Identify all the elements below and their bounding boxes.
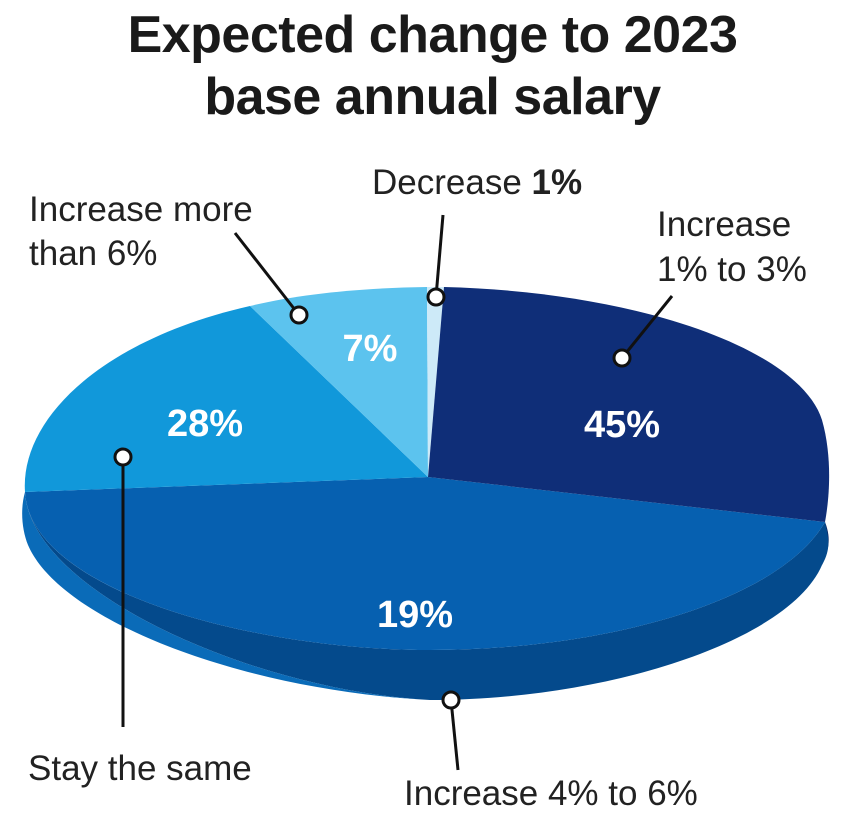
leader-dot-increase-more-6 [289, 305, 309, 325]
pie-slice-increase-1-3 [428, 287, 830, 522]
slice-value-increase-4-6: 19% [377, 594, 453, 636]
chart-title-line-2: base annual salary [204, 68, 661, 126]
leader-line-increase-4-6 [449, 699, 460, 771]
chart-title-line-1: Expected change to 2023 [127, 6, 738, 64]
leader-dot-increase-1-3 [612, 348, 632, 368]
label-increase-1-3-line-2: 1% to 3% [657, 250, 807, 289]
leader-line-increase-1-3 [620, 295, 674, 359]
leader-dot-decrease [426, 287, 446, 307]
leader-dot-increase-4-6 [441, 690, 461, 710]
pie-slice-increase-more-6 [250, 287, 428, 477]
pie-side-increase-4-6 [25, 492, 829, 700]
label-decrease: Decrease 1% [372, 163, 582, 202]
slice-value-increase-1-3: 45% [584, 404, 660, 446]
leader-dot-stay-same [113, 447, 133, 467]
label-increase-4-6: Increase 4% to 6% [404, 774, 698, 813]
label-increase-more-6-line-2: than 6% [29, 234, 157, 273]
pie-slice-decrease [427, 287, 444, 477]
label-increase-1-3-line-1: Increase [657, 205, 791, 244]
label-stay-same: Stay the same [28, 749, 252, 788]
slice-value-stay-same: 28% [167, 403, 243, 445]
leader-line-increase-more-6 [233, 232, 301, 316]
pie-side-left [22, 492, 431, 700]
slice-value-increase-more-6: 7% [343, 328, 398, 370]
label-increase-more-6-line-1: Increase more [29, 190, 253, 229]
chart-title: Expected change to 2023 base annual sala… [0, 4, 865, 128]
leader-line-decrease [434, 214, 445, 298]
pie-slice-increase-4-6 [25, 477, 825, 650]
pie-slice-stay-same [24, 306, 429, 492]
